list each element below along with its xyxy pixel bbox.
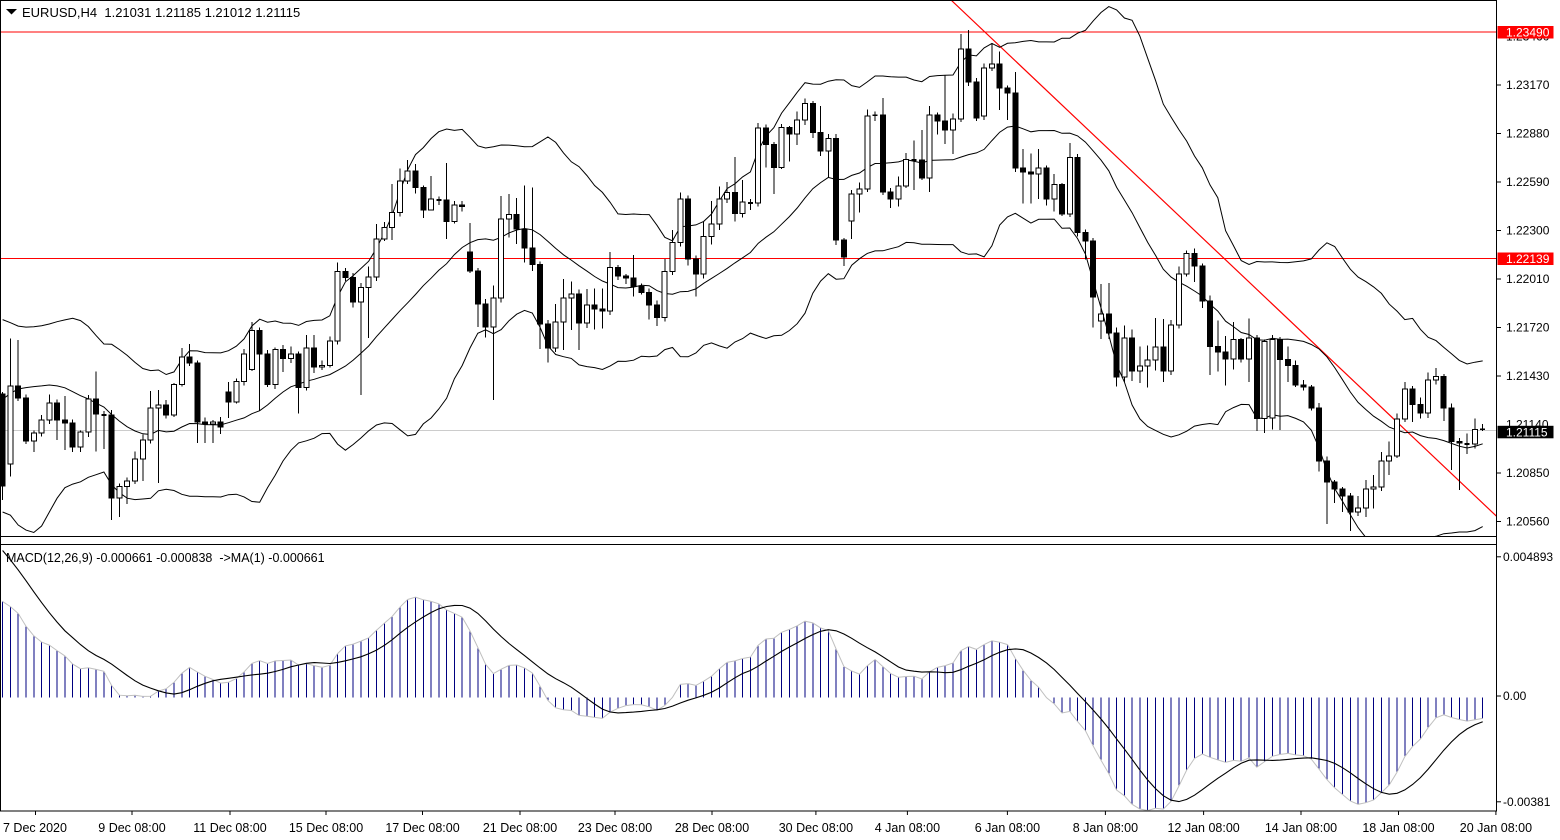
svg-text:1.20560: 1.20560 bbox=[1506, 515, 1550, 529]
svg-text:1.22880: 1.22880 bbox=[1506, 127, 1550, 141]
svg-text:28 Dec 08:00: 28 Dec 08:00 bbox=[675, 821, 749, 835]
svg-text:1.22010: 1.22010 bbox=[1506, 272, 1550, 286]
svg-text:1.21430: 1.21430 bbox=[1506, 369, 1550, 383]
svg-text:12 Jan 08:00: 12 Jan 08:00 bbox=[1167, 821, 1239, 835]
svg-text:1.21720: 1.21720 bbox=[1506, 321, 1550, 335]
svg-text:21 Dec 08:00: 21 Dec 08:00 bbox=[483, 821, 557, 835]
svg-text:30 Dec 08:00: 30 Dec 08:00 bbox=[779, 821, 853, 835]
svg-text:-0.00381: -0.00381 bbox=[1503, 795, 1551, 809]
svg-text:4 Jan 08:00: 4 Jan 08:00 bbox=[875, 821, 940, 835]
svg-text:0.004893: 0.004893 bbox=[1503, 550, 1553, 564]
svg-text:1.21115: 1.21115 bbox=[1506, 425, 1548, 439]
svg-text:7 Dec 2020: 7 Dec 2020 bbox=[3, 821, 67, 835]
svg-text:1.22139: 1.22139 bbox=[1506, 252, 1550, 266]
svg-text:9 Dec 08:00: 9 Dec 08:00 bbox=[98, 821, 165, 835]
svg-text:15 Dec 08:00: 15 Dec 08:00 bbox=[289, 821, 363, 835]
svg-text:6 Jan 08:00: 6 Jan 08:00 bbox=[975, 821, 1040, 835]
svg-text:1.23170: 1.23170 bbox=[1506, 78, 1550, 92]
svg-text:8 Jan 08:00: 8 Jan 08:00 bbox=[1073, 821, 1138, 835]
svg-text:EURUSD,H4 1.21031 1.21185 1.2: EURUSD,H4 1.21031 1.21185 1.21012 1.2111… bbox=[22, 5, 300, 20]
svg-text:14 Jan 08:00: 14 Jan 08:00 bbox=[1265, 821, 1337, 835]
svg-text:1.22300: 1.22300 bbox=[1506, 224, 1550, 238]
svg-text:1.20850: 1.20850 bbox=[1506, 466, 1550, 480]
svg-text:17 Dec 08:00: 17 Dec 08:00 bbox=[385, 821, 459, 835]
svg-text:0.00: 0.00 bbox=[1503, 689, 1527, 703]
svg-text:11 Dec 08:00: 11 Dec 08:00 bbox=[193, 821, 266, 835]
svg-text:23 Dec 08:00: 23 Dec 08:00 bbox=[578, 821, 652, 835]
svg-text:1.22590: 1.22590 bbox=[1506, 175, 1550, 189]
svg-text:18 Jan 08:00: 18 Jan 08:00 bbox=[1362, 821, 1434, 835]
svg-text:20 Jan 08:00: 20 Jan 08:00 bbox=[1460, 821, 1532, 835]
svg-text:1.23490: 1.23490 bbox=[1506, 26, 1550, 40]
svg-text:MACD(12,26,9) -0.000661 -0.000: MACD(12,26,9) -0.000661 -0.000838 ->MA(1… bbox=[6, 551, 325, 565]
